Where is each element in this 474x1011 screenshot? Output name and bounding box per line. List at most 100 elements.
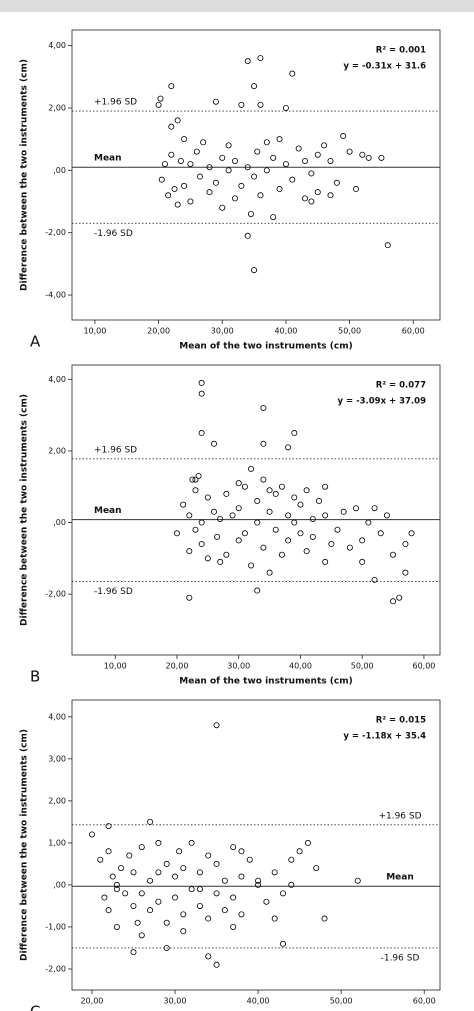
data-point (359, 537, 366, 544)
y-tick-label: 2,00 (48, 796, 66, 805)
data-point (302, 157, 309, 164)
data-point (204, 555, 211, 562)
annotation: R² = 0.001 (376, 46, 426, 56)
data-point (130, 869, 137, 876)
data-point (206, 189, 213, 196)
data-point (257, 101, 264, 108)
reference-label: -1.96 SD (94, 587, 133, 597)
data-point (195, 472, 202, 479)
data-point (180, 928, 187, 935)
data-point (296, 848, 303, 855)
data-point (327, 157, 334, 164)
data-point (219, 204, 226, 211)
data-point (327, 192, 334, 199)
x-tick-label: 40,00 (274, 327, 297, 336)
data-point (113, 881, 120, 888)
data-point (272, 526, 279, 533)
plot-frame (71, 364, 441, 656)
annotation: y = -0.31x + 31.6 (343, 62, 426, 72)
data-point (168, 123, 175, 130)
y-tick-label: 2,00 (48, 446, 66, 455)
data-point (188, 839, 195, 846)
data-point (346, 544, 353, 551)
data-point (192, 526, 199, 533)
data-point (285, 512, 292, 519)
y-tick-label: -4,00 (45, 291, 66, 300)
y-tick-label: -2,00 (45, 964, 66, 973)
data-point (238, 182, 245, 189)
data-point (223, 551, 230, 558)
data-point (198, 379, 205, 386)
panel-letter: A (30, 333, 41, 351)
data-point (206, 164, 213, 171)
reference-label: -1.96 SD (381, 953, 420, 963)
y-tick-label: 3,00 (48, 754, 66, 763)
data-point (260, 476, 267, 483)
data-point (198, 430, 205, 437)
data-point (295, 145, 302, 152)
data-point (254, 587, 261, 594)
y-tick-label: ,00 (53, 518, 66, 527)
data-point (353, 505, 360, 512)
data-point (101, 894, 108, 901)
data-point (254, 498, 261, 505)
data-point (204, 494, 211, 501)
data-point (172, 894, 179, 901)
data-point (384, 242, 391, 249)
y-tick-label: 1,00 (48, 838, 66, 847)
data-point (174, 201, 181, 208)
data-point (213, 722, 220, 729)
data-point (346, 148, 353, 155)
data-point (251, 83, 258, 90)
reference-label: Mean (386, 873, 414, 883)
data-point (377, 530, 384, 537)
x-tick-label: 30,00 (164, 997, 187, 1006)
data-point (308, 198, 315, 205)
data-point (230, 894, 237, 901)
y-tick-label: 4,00 (48, 41, 66, 50)
data-point (231, 195, 238, 202)
y-axis-label: Difference between the two instruments (… (20, 59, 30, 291)
data-point (212, 98, 219, 105)
data-point (229, 512, 236, 519)
x-tick-label: 60,00 (412, 662, 435, 671)
data-point (322, 558, 329, 565)
data-point (282, 104, 289, 111)
data-point (276, 186, 283, 193)
data-point (408, 530, 415, 537)
data-point (289, 70, 296, 77)
data-point (225, 167, 232, 174)
x-tick-label: 10,00 (104, 662, 127, 671)
data-point (205, 852, 212, 859)
data-point (263, 898, 270, 905)
data-point (155, 898, 162, 905)
data-point (192, 476, 199, 483)
data-point (266, 508, 273, 515)
data-point (251, 173, 258, 180)
data-point (198, 519, 205, 526)
x-tick-label: 10,00 (83, 327, 106, 336)
reference-label: -1.96 SD (94, 229, 133, 239)
x-tick-label: 50,00 (338, 327, 361, 336)
y-tick-label: 4,00 (48, 375, 66, 384)
data-point (187, 198, 194, 205)
data-point (263, 167, 270, 174)
data-point (212, 179, 219, 186)
data-point (238, 848, 245, 855)
data-point (181, 136, 188, 143)
x-tick-label: 20,00 (80, 997, 103, 1006)
data-point (138, 844, 145, 851)
data-point (97, 856, 104, 863)
data-point (254, 519, 261, 526)
data-point (157, 95, 164, 102)
annotation: R² = 0.015 (376, 716, 426, 726)
data-point (158, 176, 165, 183)
data-point (230, 844, 237, 851)
annotation: y = -3.09x + 37.09 (338, 397, 427, 407)
data-point (248, 562, 255, 569)
data-point (147, 877, 154, 884)
data-point (313, 865, 320, 872)
data-point (221, 877, 228, 884)
data-point (126, 852, 133, 859)
